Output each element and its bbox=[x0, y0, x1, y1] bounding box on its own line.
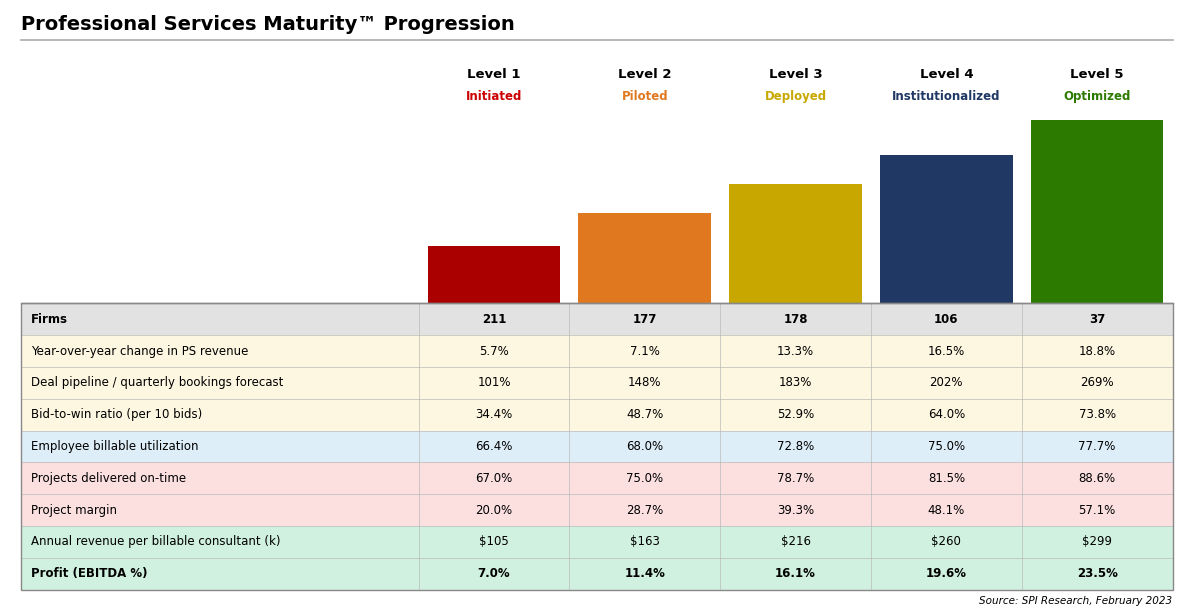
Text: Level 5: Level 5 bbox=[1070, 68, 1124, 82]
Text: 11.4%: 11.4% bbox=[624, 567, 665, 581]
Text: Level 3: Level 3 bbox=[769, 68, 823, 82]
Text: 77.7%: 77.7% bbox=[1078, 440, 1116, 453]
Text: 37: 37 bbox=[1089, 313, 1106, 326]
Text: Institutionalized: Institutionalized bbox=[892, 89, 1001, 103]
Text: 269%: 269% bbox=[1081, 376, 1114, 389]
Text: 13.3%: 13.3% bbox=[777, 345, 814, 357]
Text: Level 1: Level 1 bbox=[467, 68, 521, 82]
Text: Deal pipeline / quarterly bookings forecast: Deal pipeline / quarterly bookings forec… bbox=[31, 376, 283, 389]
Bar bbox=[21, 303, 1173, 590]
Text: 7.0%: 7.0% bbox=[478, 567, 510, 581]
Text: $216: $216 bbox=[781, 536, 811, 549]
Text: Profit (EBITDA %): Profit (EBITDA %) bbox=[31, 567, 148, 581]
Text: 78.7%: 78.7% bbox=[777, 472, 814, 485]
Text: 202%: 202% bbox=[930, 376, 964, 389]
Bar bbox=[1030, 120, 1163, 303]
Bar bbox=[21, 367, 1173, 399]
Text: 57.1%: 57.1% bbox=[1078, 504, 1115, 517]
Text: 88.6%: 88.6% bbox=[1078, 472, 1115, 485]
Text: 73.8%: 73.8% bbox=[1078, 408, 1115, 421]
Bar bbox=[21, 335, 1173, 367]
Text: 67.0%: 67.0% bbox=[475, 472, 512, 485]
Text: 48.7%: 48.7% bbox=[626, 408, 664, 421]
Text: 52.9%: 52.9% bbox=[777, 408, 814, 421]
Text: Bid-to-win ratio (per 10 bids): Bid-to-win ratio (per 10 bids) bbox=[31, 408, 202, 421]
Text: 178: 178 bbox=[783, 313, 808, 326]
Text: 34.4%: 34.4% bbox=[475, 408, 512, 421]
Text: 106: 106 bbox=[934, 313, 959, 326]
Text: Year-over-year change in PS revenue: Year-over-year change in PS revenue bbox=[31, 345, 248, 357]
Bar bbox=[21, 462, 1173, 494]
Text: $299: $299 bbox=[1082, 536, 1112, 549]
Bar bbox=[427, 245, 560, 303]
Text: Initiated: Initiated bbox=[466, 89, 522, 103]
Text: 19.6%: 19.6% bbox=[925, 567, 967, 581]
Text: Deployed: Deployed bbox=[764, 89, 826, 103]
Text: 64.0%: 64.0% bbox=[928, 408, 965, 421]
Text: Professional Services Maturity™ Progression: Professional Services Maturity™ Progress… bbox=[21, 15, 516, 34]
Text: Employee billable utilization: Employee billable utilization bbox=[31, 440, 198, 453]
Text: 101%: 101% bbox=[478, 376, 511, 389]
Text: 48.1%: 48.1% bbox=[928, 504, 965, 517]
Text: 20.0%: 20.0% bbox=[475, 504, 512, 517]
Text: Optimized: Optimized bbox=[1064, 89, 1131, 103]
Text: 28.7%: 28.7% bbox=[626, 504, 664, 517]
Text: 211: 211 bbox=[482, 313, 506, 326]
Text: 183%: 183% bbox=[778, 376, 812, 389]
Text: 16.1%: 16.1% bbox=[775, 567, 816, 581]
Bar bbox=[730, 184, 862, 303]
Bar bbox=[21, 558, 1173, 590]
Text: Level 4: Level 4 bbox=[919, 68, 973, 82]
Text: Projects delivered on-time: Projects delivered on-time bbox=[31, 472, 186, 485]
Text: 177: 177 bbox=[633, 313, 657, 326]
Text: Firms: Firms bbox=[31, 313, 68, 326]
Text: Annual revenue per billable consultant (k): Annual revenue per billable consultant (… bbox=[31, 536, 281, 549]
Text: 81.5%: 81.5% bbox=[928, 472, 965, 485]
Text: 23.5%: 23.5% bbox=[1077, 567, 1118, 581]
Text: 75.0%: 75.0% bbox=[928, 440, 965, 453]
Text: $260: $260 bbox=[931, 536, 961, 549]
Text: $163: $163 bbox=[629, 536, 660, 549]
Text: 5.7%: 5.7% bbox=[479, 345, 509, 357]
Text: 66.4%: 66.4% bbox=[475, 440, 512, 453]
Bar bbox=[21, 303, 1173, 335]
Text: 16.5%: 16.5% bbox=[928, 345, 965, 357]
Text: 72.8%: 72.8% bbox=[777, 440, 814, 453]
Bar bbox=[880, 154, 1013, 303]
Text: $105: $105 bbox=[479, 536, 509, 549]
Bar bbox=[21, 494, 1173, 526]
Text: 39.3%: 39.3% bbox=[777, 504, 814, 517]
Text: Source: SPI Research, February 2023: Source: SPI Research, February 2023 bbox=[979, 596, 1173, 606]
Bar bbox=[21, 526, 1173, 558]
Text: Piloted: Piloted bbox=[621, 89, 669, 103]
Bar bbox=[21, 431, 1173, 462]
Text: 18.8%: 18.8% bbox=[1078, 345, 1115, 357]
Bar bbox=[21, 399, 1173, 431]
Text: 148%: 148% bbox=[628, 376, 661, 389]
Bar bbox=[578, 213, 712, 303]
Text: 7.1%: 7.1% bbox=[629, 345, 660, 357]
Text: Project margin: Project margin bbox=[31, 504, 117, 517]
Text: 75.0%: 75.0% bbox=[626, 472, 664, 485]
Text: Level 2: Level 2 bbox=[618, 68, 671, 82]
Text: 68.0%: 68.0% bbox=[626, 440, 664, 453]
